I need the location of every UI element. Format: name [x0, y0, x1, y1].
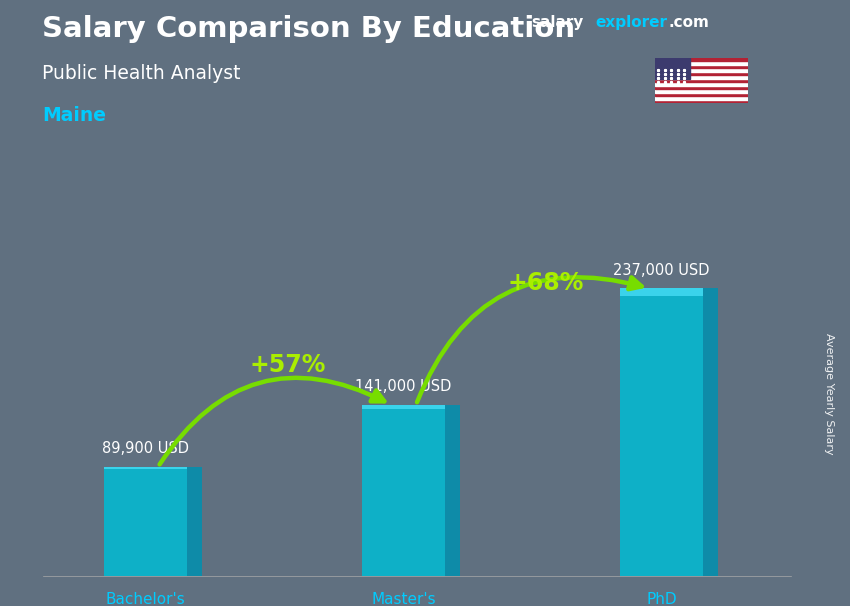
Bar: [105, 467, 187, 576]
Text: 89,900 USD: 89,900 USD: [102, 441, 190, 456]
Bar: [187, 467, 201, 576]
Text: .com: .com: [669, 15, 710, 30]
Text: Average Yearly Salary: Average Yearly Salary: [824, 333, 834, 454]
Bar: [654, 61, 748, 65]
Bar: [654, 99, 748, 103]
Bar: [620, 288, 703, 296]
Bar: [105, 467, 187, 470]
Bar: [445, 405, 460, 576]
Bar: [654, 72, 748, 75]
Bar: [654, 58, 690, 79]
Text: explorer: explorer: [595, 15, 667, 30]
Bar: [362, 405, 445, 409]
Bar: [654, 93, 748, 96]
Text: Salary Comparison By Education: Salary Comparison By Education: [42, 15, 575, 43]
Text: +57%: +57%: [249, 353, 326, 378]
Text: Maine: Maine: [42, 106, 106, 125]
Bar: [654, 89, 748, 93]
Bar: [654, 82, 748, 85]
Text: +68%: +68%: [507, 271, 584, 295]
Text: Public Health Analyst: Public Health Analyst: [42, 64, 241, 82]
Text: 141,000 USD: 141,000 USD: [355, 379, 452, 395]
Bar: [654, 96, 748, 99]
Text: salary: salary: [531, 15, 584, 30]
Bar: [620, 288, 703, 576]
Text: 237,000 USD: 237,000 USD: [614, 263, 710, 278]
Bar: [703, 288, 717, 576]
Bar: [654, 79, 748, 82]
Bar: [654, 75, 748, 79]
Bar: [654, 65, 748, 68]
Bar: [362, 405, 445, 576]
Bar: [654, 85, 748, 89]
Bar: [654, 58, 748, 61]
Bar: [654, 68, 748, 72]
